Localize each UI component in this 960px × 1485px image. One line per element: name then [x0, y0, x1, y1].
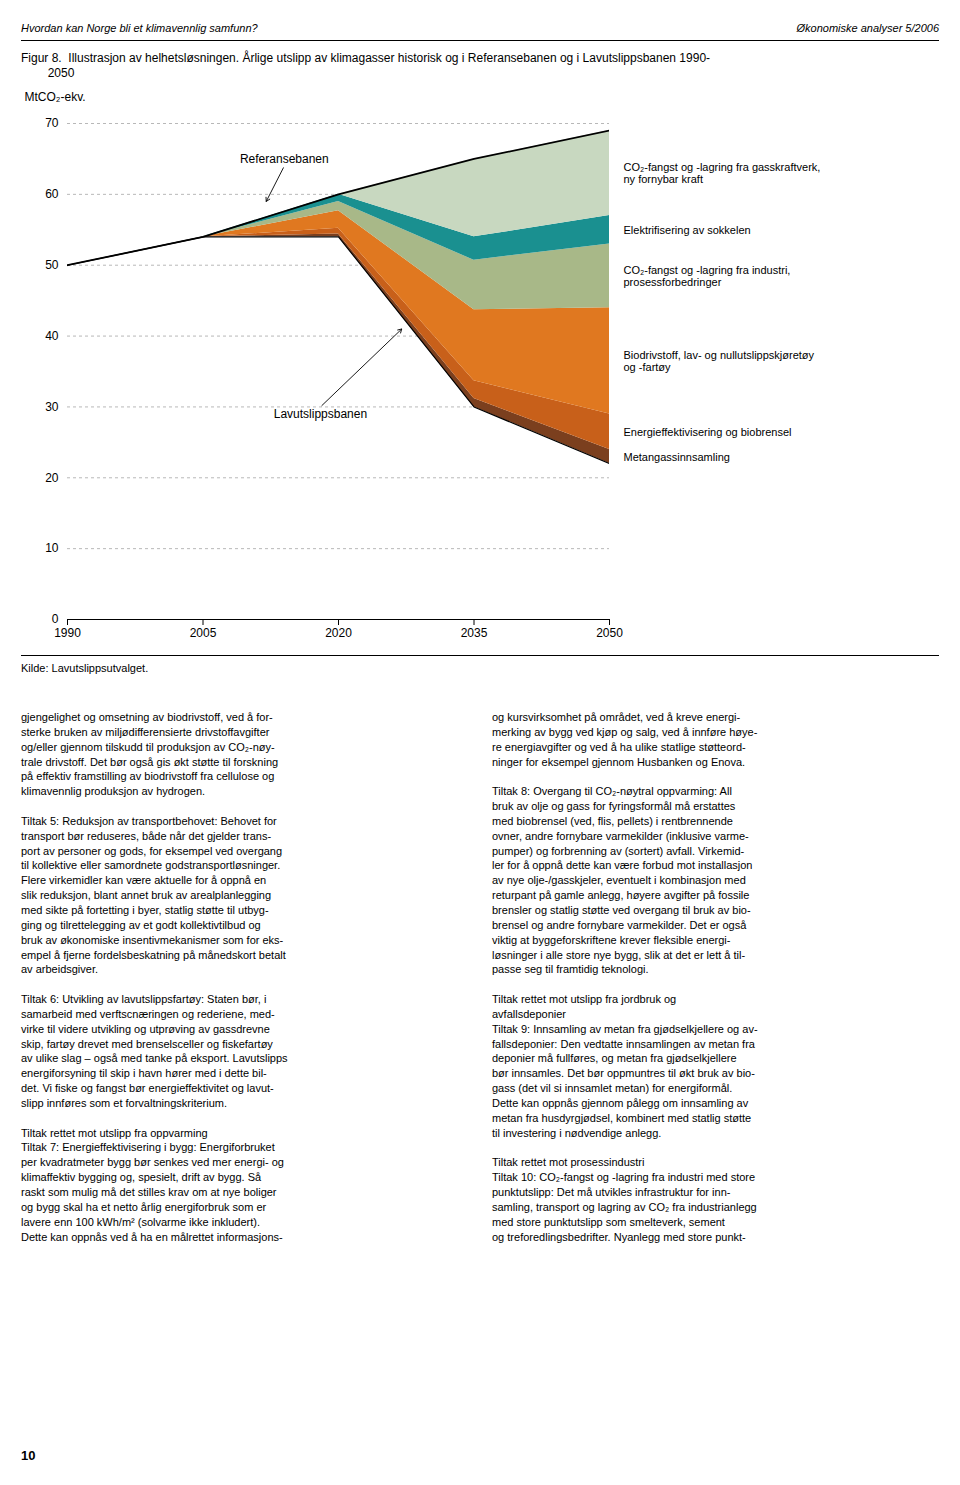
html-text:Hvordan kan Norge bli et klima: Hvordan kan Norge bli et klimavennlig sa… — [21, 22, 258, 34]
svg-text:Elektrifisering av sokkelen: Elektrifisering av sokkelen — [624, 224, 751, 236]
svg-text:Energieffektivisering og biobr: Energieffektivisering og biobrensel — [624, 426, 792, 438]
svg-text:2050: 2050 — [596, 626, 623, 640]
svg-text:40: 40 — [45, 329, 59, 343]
html-text:Kilde: Lavutslippsutvalget.: Kilde: Lavutslippsutvalget. — [21, 662, 149, 674]
svg-text:20: 20 — [45, 471, 59, 485]
svg-text:70: 70 — [45, 116, 59, 130]
svg-text:60: 60 — [45, 187, 59, 201]
svg-text:2020: 2020 — [325, 626, 352, 640]
svg-text:Metangassinnsamling: Metangassinnsamling — [624, 451, 730, 463]
svg-text:Referansebanen: Referansebanen — [240, 152, 329, 166]
svg-text:CO₂-fangst og -lagring fra gas: CO₂-fangst og -lagring fra gasskraftverk… — [624, 161, 821, 186]
svg-text:10: 10 — [45, 541, 59, 555]
html-text:og kursvirksomhet på området,: og kursvirksomhet på området, ved å krev… — [492, 711, 758, 1243]
svg-text:MtCO₂-ekv.: MtCO₂-ekv. — [25, 90, 86, 104]
svg-text:2035: 2035 — [461, 626, 488, 640]
html-text:10: 10 — [21, 1448, 36, 1463]
svg-text:Lavutslippsbanen: Lavutslippsbanen — [274, 407, 367, 421]
svg-text:30: 30 — [45, 400, 59, 414]
svg-text:50: 50 — [45, 258, 59, 272]
svg-text:0: 0 — [52, 612, 59, 626]
html-text:Økonomiske analyser 5/2006: Økonomiske analyser 5/2006 — [796, 22, 939, 34]
html-text:gjengelighet og omsetning av b: gjengelighet og omsetning av biodrivstof… — [21, 711, 288, 1243]
svg-text:2005: 2005 — [190, 626, 217, 640]
svg-text:1990: 1990 — [54, 626, 81, 640]
svg-text:CO₂-fangst og -lagring fra ind: CO₂-fangst og -lagring fra industri,pros… — [624, 264, 791, 289]
html-text:Figur 8. Illustrasjon av helhe: Figur 8. Illustrasjon av helhetsløsninge… — [21, 51, 710, 80]
svg-text:Biodrivstoff, lav- og nullutsl: Biodrivstoff, lav- og nullutslippskjøret… — [624, 349, 815, 374]
